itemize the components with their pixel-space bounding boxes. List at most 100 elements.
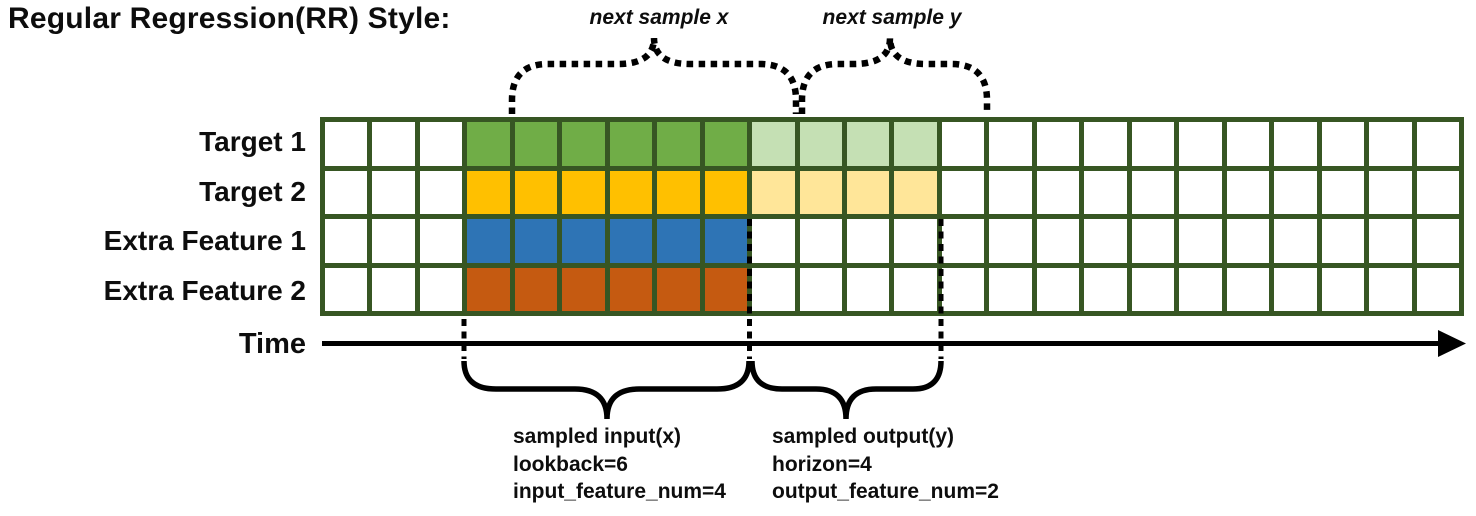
grid-cell: [372, 122, 415, 166]
grid-cell: [704, 122, 748, 166]
grid-cell: [1369, 122, 1412, 166]
output-feature-num: output_feature_num=2: [772, 480, 999, 503]
grid-cell: [372, 267, 415, 311]
grid-cell: [467, 219, 510, 263]
sampled-output-annotation: sampled output(y) horizon=4 output_featu…: [772, 423, 999, 506]
next-sample-y-brace: [798, 37, 991, 114]
grid-cell: [514, 170, 558, 214]
grid-cell: [989, 267, 1032, 311]
grid-cell: [562, 267, 605, 311]
grid-cell: [1321, 267, 1365, 311]
grid-cell: [1226, 219, 1270, 263]
grid-cell: [1321, 219, 1365, 263]
next-sample-x-label: next sample x: [589, 6, 729, 29]
grid-cell: [989, 170, 1032, 214]
grid-cell: [1369, 267, 1412, 311]
grid-cell: [847, 267, 890, 311]
grid-cell: [1416, 122, 1459, 166]
grid-cell: [1416, 170, 1459, 214]
grid-cell: [657, 219, 700, 263]
grid-cell: [372, 170, 415, 214]
grid-cell: [1131, 219, 1175, 263]
grid-cell: [1036, 219, 1080, 263]
grid-cell: [372, 219, 415, 263]
grid-cell: [1226, 267, 1270, 311]
grid-cell: [894, 267, 937, 311]
grid-cell: [657, 170, 700, 214]
grid-cell: [325, 219, 368, 263]
grid-cell: [704, 170, 748, 214]
horizon-value: horizon=4: [772, 452, 872, 476]
grid-cell: [514, 219, 558, 263]
grid-cell: [1131, 267, 1175, 311]
grid-cell: [1179, 267, 1222, 311]
time-axis-label: Time: [238, 328, 306, 360]
time-axis-arrowhead: [1438, 330, 1466, 357]
grid-cell: [1274, 122, 1317, 166]
grid-cell: [1036, 267, 1080, 311]
grid-cell: [1226, 122, 1270, 166]
grid-cell: [752, 219, 795, 263]
grid-cell: [1416, 267, 1459, 311]
grid: [320, 117, 1464, 316]
row-labels: Target 1 Target 2 Extra Feature 1 Extra …: [0, 117, 306, 316]
grid-cell: [847, 170, 890, 214]
grid-cell: [1131, 122, 1175, 166]
grid-cell: [419, 267, 463, 311]
sampled-output-title: sampled output(y): [772, 425, 954, 448]
grid-cell: [1321, 122, 1365, 166]
row-label-target-1: Target 1: [199, 125, 306, 157]
grid-cell: [657, 122, 700, 166]
grid-cell: [609, 267, 653, 311]
grid-cell: [1084, 170, 1127, 214]
grid-cell: [562, 219, 605, 263]
grid-cell: [1416, 219, 1459, 263]
grid-cell: [1369, 219, 1412, 263]
diagram-title: Regular Regression(RR) Style:: [8, 2, 451, 35]
grid-cell: [941, 122, 985, 166]
sampled-input-annotation: sampled input(x) lookback=6 input_featur…: [513, 423, 726, 506]
grid-cell: [1369, 170, 1412, 214]
grid-cell: [1179, 122, 1222, 166]
grid-cell: [847, 219, 890, 263]
grid-cell: [752, 267, 795, 311]
sampled-output-brace: [749, 360, 944, 420]
sampled-input-title: sampled input(x): [513, 425, 682, 448]
grid-cell: [657, 267, 700, 311]
row-label-extra-feature-2: Extra Feature 2: [103, 275, 306, 307]
grid-cell: [1274, 219, 1317, 263]
grid-cell: [1084, 219, 1127, 263]
grid-cell: [752, 170, 795, 214]
next-sample-y-label: next sample y: [822, 6, 962, 29]
grid-cell: [467, 122, 510, 166]
lookback-value: lookback=6: [513, 452, 628, 476]
grid-cell: [562, 122, 605, 166]
next-sample-x-brace: [508, 37, 800, 114]
grid-cell: [941, 219, 985, 263]
grid-cell: [799, 267, 843, 311]
grid-cell: [704, 219, 748, 263]
grid-cell: [609, 122, 653, 166]
grid-cell: [941, 170, 985, 214]
grid-cell: [989, 122, 1032, 166]
grid-cell: [1274, 267, 1317, 311]
grid-cell: [799, 122, 843, 166]
grid-cell: [1179, 219, 1222, 263]
grid-cell: [989, 219, 1032, 263]
row-label-extra-feature-1: Extra Feature 1: [103, 225, 306, 257]
grid-cell: [941, 267, 985, 311]
grid-cell: [799, 219, 843, 263]
grid-cell: [1274, 170, 1317, 214]
grid-cell: [1179, 170, 1222, 214]
grid-cell: [894, 122, 937, 166]
grid-cell: [1084, 267, 1127, 311]
grid-cell: [609, 219, 653, 263]
grid-cell: [1084, 122, 1127, 166]
grid-cell: [609, 170, 653, 214]
grid-cell: [894, 219, 937, 263]
grid-cell: [467, 170, 510, 214]
grid-cell: [1036, 122, 1080, 166]
grid-cell: [467, 267, 510, 311]
grid-cell: [514, 122, 558, 166]
